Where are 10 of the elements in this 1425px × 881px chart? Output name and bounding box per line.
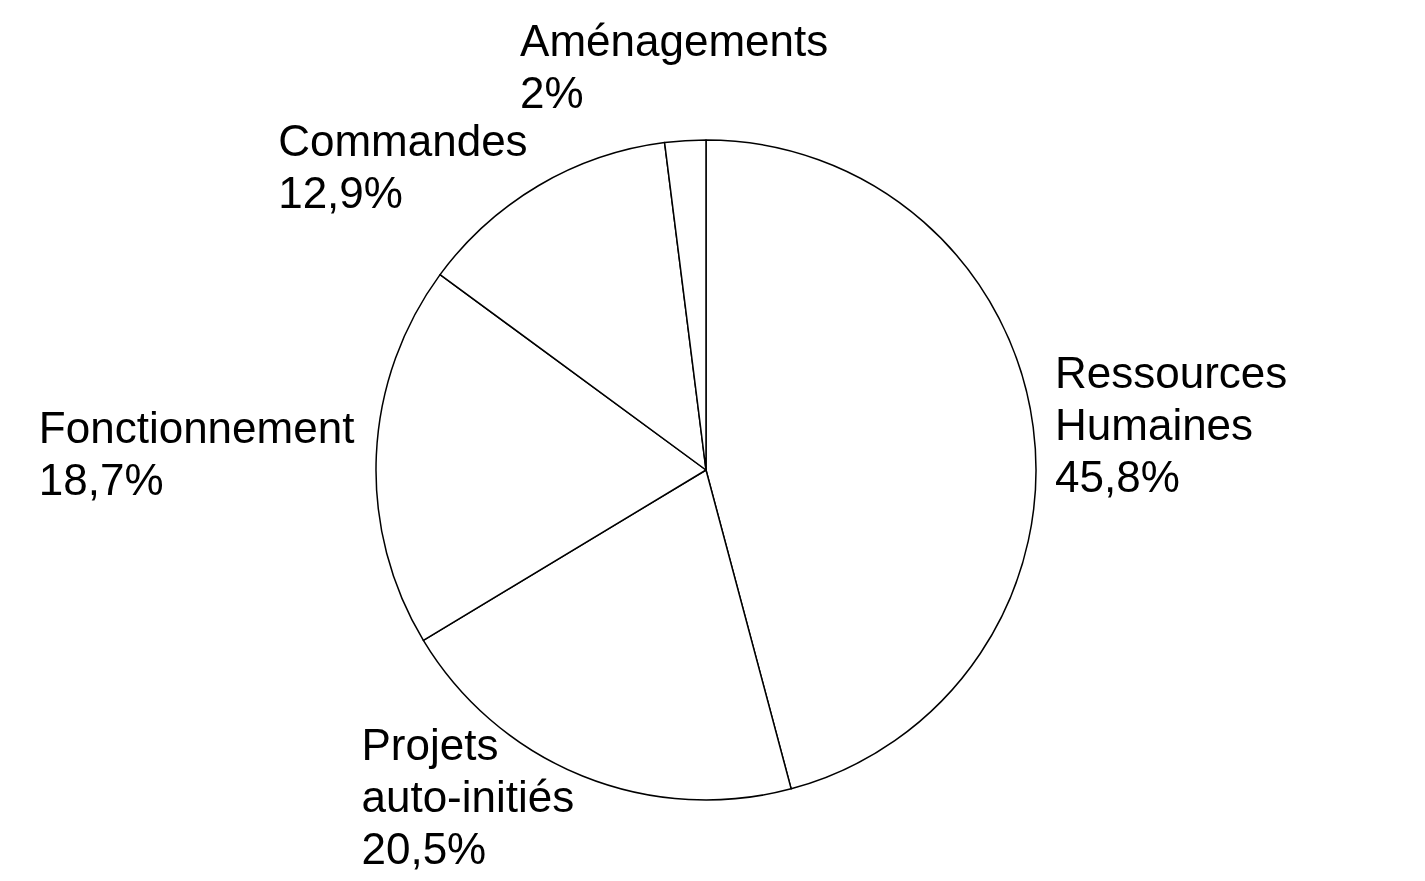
slice-label: Commandes xyxy=(278,116,528,166)
slice-label: Projets auto-initiés xyxy=(361,719,575,821)
data-label: 18,7% xyxy=(38,455,164,505)
data-label: 45,8% xyxy=(1055,451,1180,501)
data-label: 20,5% xyxy=(361,823,487,873)
data-label: 2% xyxy=(520,68,584,118)
slice-label: Aménagements xyxy=(520,16,829,66)
slice-label: Fonctionnement xyxy=(38,403,355,453)
data-label: 12,9% xyxy=(278,168,403,218)
slice-label: Ressources Humaines xyxy=(1055,347,1288,449)
